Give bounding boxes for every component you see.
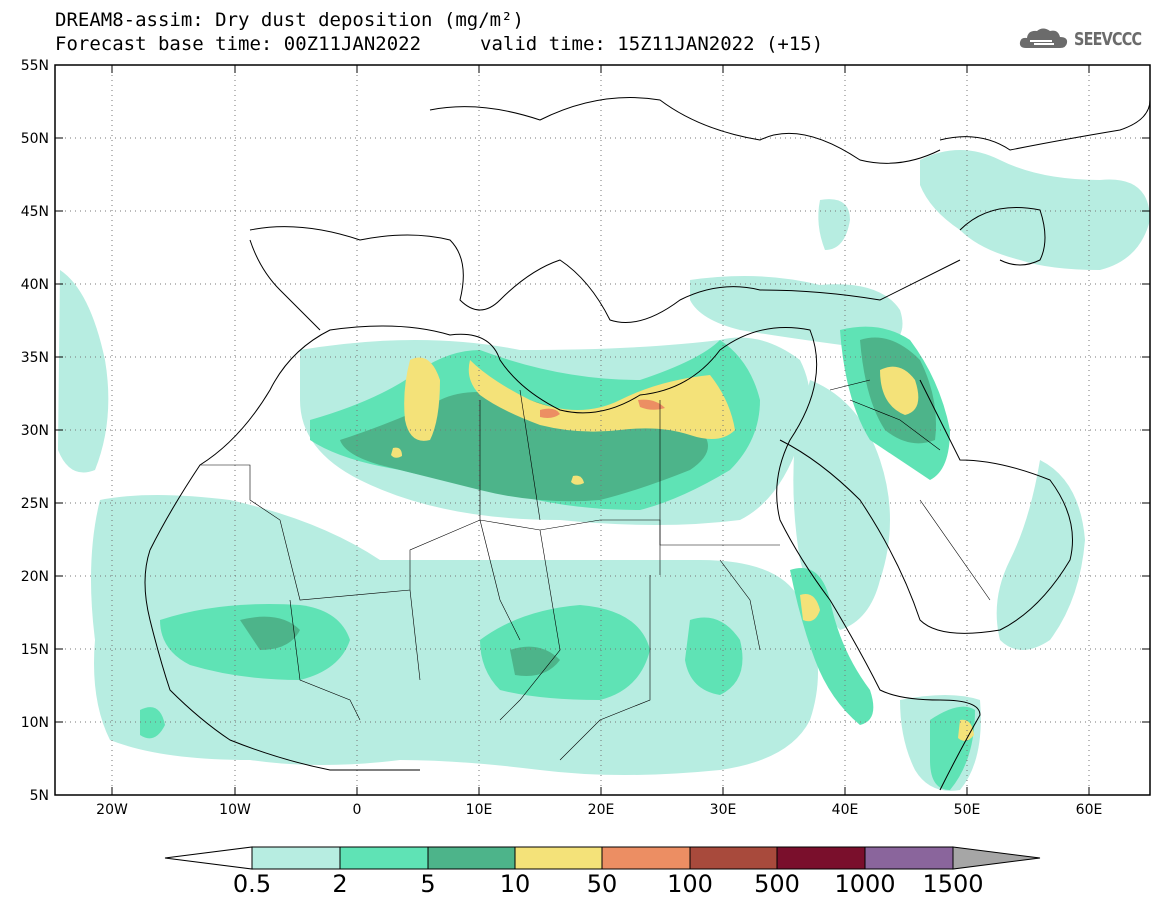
lon-label-30e: 30E [710,802,737,818]
lat-label-15n: 15N [21,642,49,658]
lat-label-25n: 25N [21,496,49,512]
colorbar-label: 0.5 [232,870,272,898]
lon-label-40e: 40E [832,802,859,818]
colorbar-segment [514,846,603,870]
lat-label-20n: 20N [21,569,49,585]
colorbar-segment [601,846,691,870]
colorbar-segment [864,846,954,870]
lon-label-10w: 10W [219,802,251,818]
colorbar-label: 100 [667,870,713,898]
colorbar-label: 500 [754,870,800,898]
graticule [55,65,1150,795]
colorbar-label: 10 [499,870,531,898]
map-title: DREAM8-assim: Dry dust deposition (mg/m²… [55,9,524,31]
colorbar-high-arrow [952,846,1041,870]
lat-label-45n: 45N [21,204,49,220]
seevccc-logo: SEEVCCC [1018,26,1158,52]
colorbar-label: 1500 [922,870,984,898]
colorbar-label: 5 [420,870,436,898]
lat-label-35n: 35N [21,350,49,366]
colorbar-segment [689,846,778,870]
colorbar-label: 2 [332,870,348,898]
lon-label-0: 0 [353,802,362,818]
colorbar-low-arrow [164,846,253,870]
colorbar-label: 50 [586,870,618,898]
lat-label-55n: 55N [21,58,49,74]
colorbar-segment [427,846,516,870]
lon-label-60e: 60E [1076,802,1103,818]
colorbar-label: 1000 [834,870,896,898]
lon-label-10e: 10E [466,802,493,818]
colorbar-segment [251,846,341,870]
country-borders [200,379,991,761]
lat-label-40n: 40N [21,277,49,293]
lon-label-50e: 50E [954,802,981,818]
cloud-logo-icon [1019,28,1068,48]
tick-marks [55,64,1150,796]
latitude-labels: 55N 50N 45N 40N 35N 30N 25N 20N 15N 10N … [21,58,49,804]
valid-time: valid time: 15Z11JAN2022 (+15) [480,33,824,55]
lat-label-50n: 50N [21,131,49,147]
forecast-base-time: Forecast base time: 00Z11JAN2022 [55,33,422,55]
logo-text: SEEVCCC [1074,28,1142,50]
lat-label-5n: 5N [30,788,49,804]
coastlines [144,97,1150,791]
colorbar-segment [339,846,429,870]
lon-label-20w: 20W [96,802,128,818]
lon-label-20e: 20E [588,802,615,818]
colorbar [164,846,1041,870]
colorbar-segment [776,846,866,870]
lat-label-10n: 10N [21,715,49,731]
longitude-labels: 20W 10W 0 10E 20E 30E 40E 50E 60E [96,802,1102,818]
lat-label-30n: 30N [21,423,49,439]
dust-deposition-field [58,150,1150,791]
